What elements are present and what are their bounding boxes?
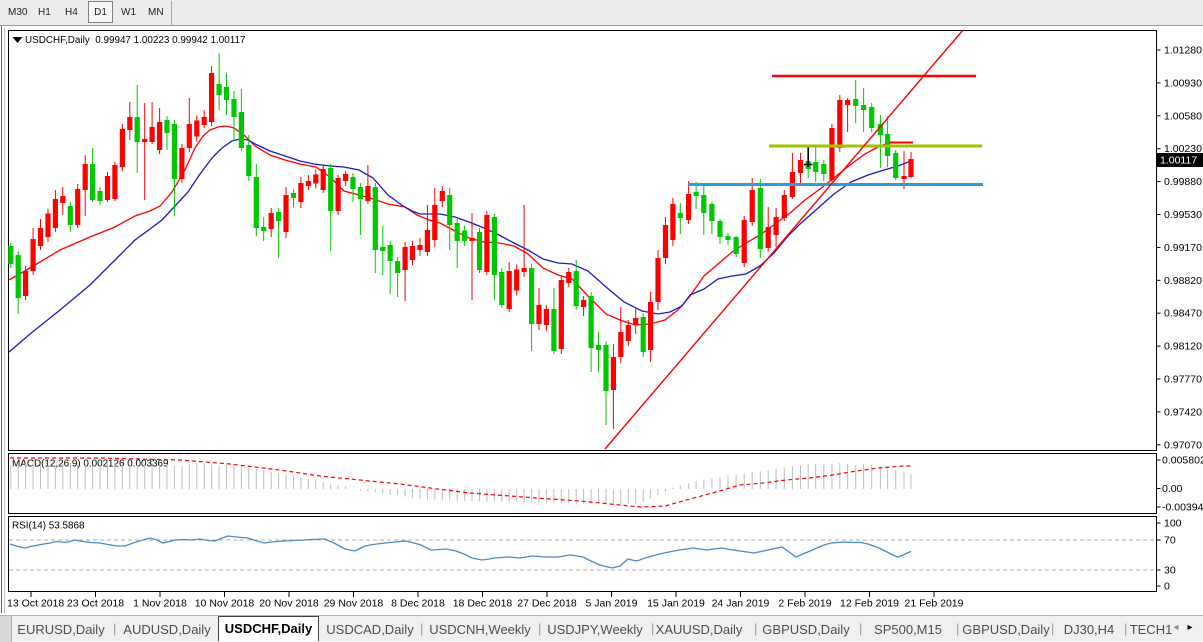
svg-text:RSI(14) 53.5868: RSI(14) 53.5868 (12, 521, 85, 532)
svg-text:30: 30 (1164, 565, 1176, 577)
svg-text:8 Dec 2018: 8 Dec 2018 (391, 598, 445, 610)
svg-text:1.00580: 1.00580 (1164, 110, 1202, 122)
svg-text:0.98470: 0.98470 (1164, 308, 1202, 320)
svg-text:27 Dec 2018: 27 Dec 2018 (517, 598, 577, 610)
svg-text:1.01280: 1.01280 (1164, 45, 1202, 57)
svg-text:0.99530: 0.99530 (1164, 209, 1202, 221)
svg-text:29 Nov 2018: 29 Nov 2018 (324, 598, 384, 610)
svg-text:1.00230: 1.00230 (1164, 143, 1202, 155)
svg-text:5 Jan 2019: 5 Jan 2019 (586, 598, 638, 610)
svg-text:0.99880: 0.99880 (1164, 176, 1202, 188)
svg-text:21 Feb 2019: 21 Feb 2019 (905, 598, 964, 610)
svg-text:USDCHF,Daily 0.99947 1.00223: USDCHF,Daily 0.99947 1.00223 0.99942 1.0… (25, 35, 246, 46)
svg-text:2 Feb 2019: 2 Feb 2019 (778, 598, 831, 610)
svg-text:0.97420: 0.97420 (1164, 406, 1202, 418)
svg-text:0.98120: 0.98120 (1164, 341, 1202, 353)
svg-text:0.005802: 0.005802 (1162, 455, 1203, 467)
svg-text:12 Feb 2019: 12 Feb 2019 (840, 598, 899, 610)
svg-text:1.00117: 1.00117 (1160, 155, 1197, 167)
svg-text:24 Jan 2019: 24 Jan 2019 (712, 598, 770, 610)
svg-text:15 Jan 2019: 15 Jan 2019 (647, 598, 705, 610)
svg-text:0.99170: 0.99170 (1164, 242, 1202, 254)
svg-text:1 Nov 2018: 1 Nov 2018 (133, 598, 187, 610)
svg-text:20 Nov 2018: 20 Nov 2018 (259, 598, 319, 610)
svg-text:13 Oct 2018: 13 Oct 2018 (7, 598, 64, 610)
svg-text:0.97770: 0.97770 (1164, 374, 1202, 386)
svg-text:70: 70 (1164, 535, 1176, 547)
svg-text:18 Dec 2018: 18 Dec 2018 (453, 598, 513, 610)
svg-text:10 Nov 2018: 10 Nov 2018 (195, 598, 255, 610)
svg-text:MACD(12,26,9) 0.002126 0.00336: MACD(12,26,9) 0.002126 0.003369 (12, 459, 169, 470)
svg-text:0.98820: 0.98820 (1164, 275, 1202, 287)
svg-text:0.97070: 0.97070 (1164, 439, 1202, 451)
svg-text:0: 0 (1164, 581, 1170, 593)
svg-text:1.00930: 1.00930 (1164, 77, 1202, 89)
svg-text:0.00: 0.00 (1162, 483, 1183, 495)
svg-text:-0.003945: -0.003945 (1162, 502, 1203, 514)
svg-text:23 Oct 2018: 23 Oct 2018 (67, 598, 124, 610)
svg-text:100: 100 (1164, 518, 1182, 530)
